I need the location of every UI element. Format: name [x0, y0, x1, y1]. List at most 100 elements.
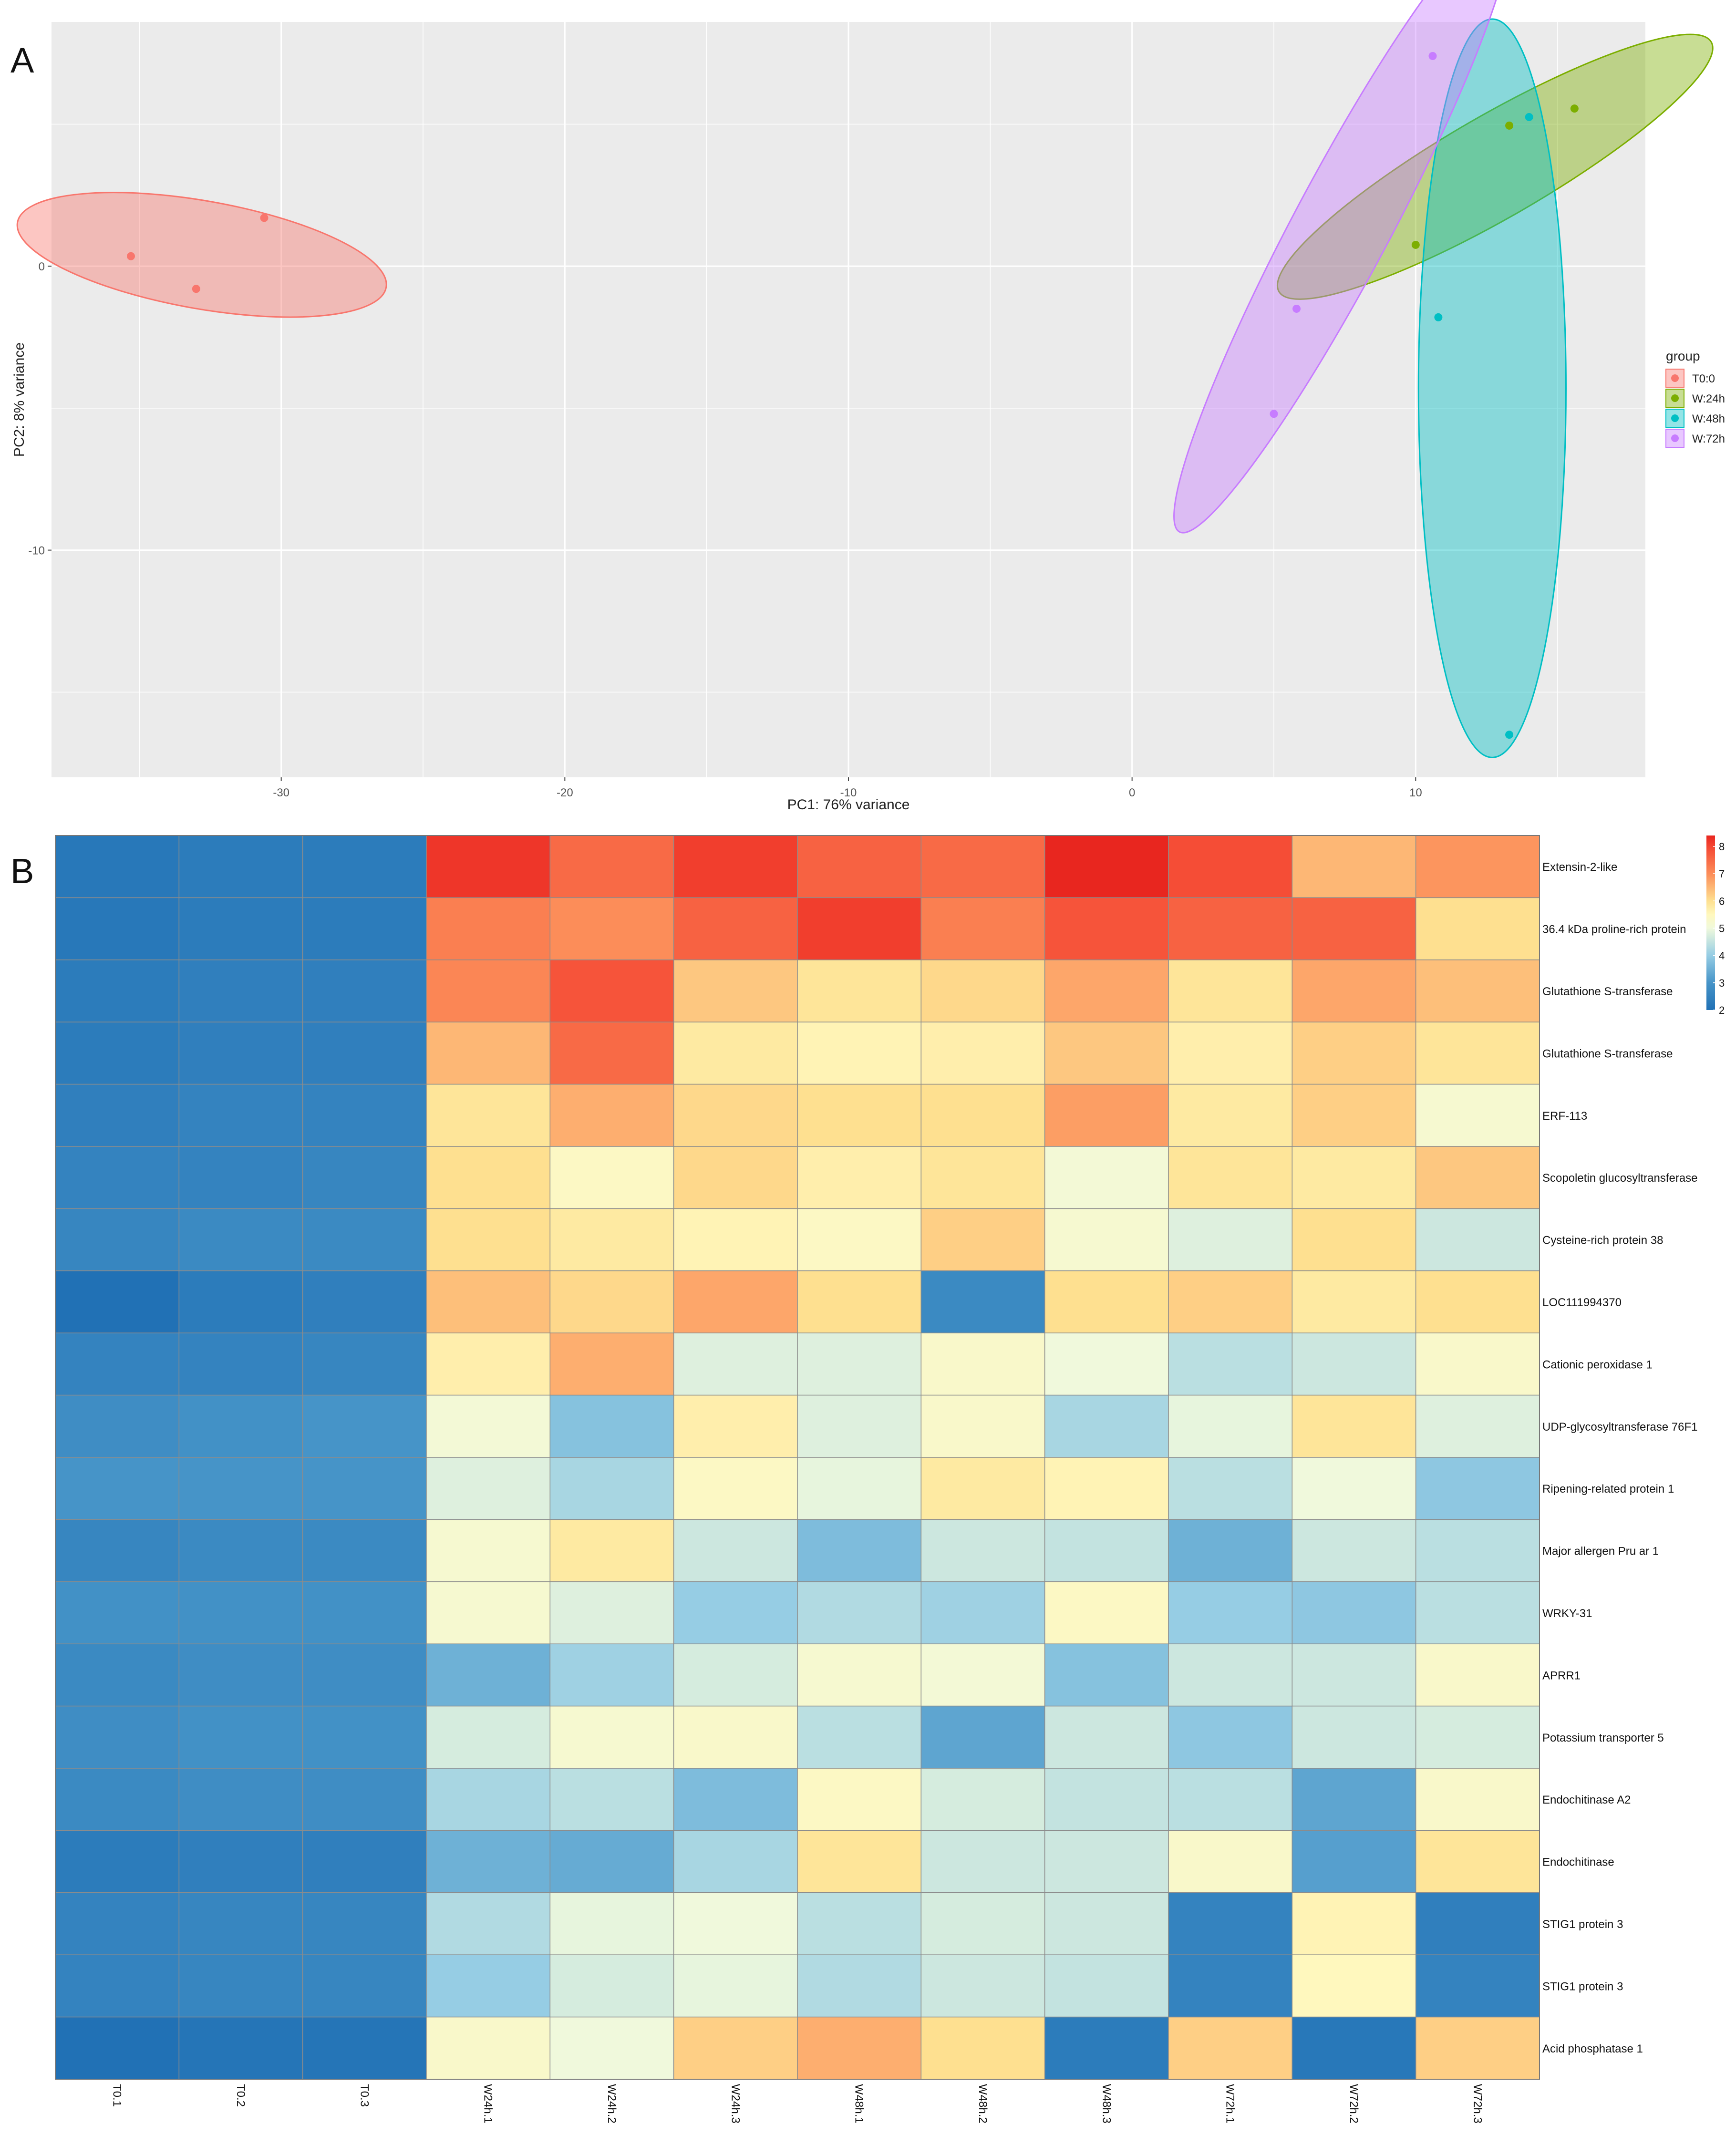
heatmap-cell	[797, 1892, 922, 1955]
data-point-w24h	[1411, 240, 1420, 249]
heatmap-column-labels: T0.1 T0.2 T0.3 W24h.1 W24h.2 W24h.3 W48h.1 W48h…	[111, 2084, 1484, 2124]
heatmap-cell	[1044, 1892, 1169, 1955]
heatmap-cell	[1292, 1394, 1416, 1458]
legend-label: W:24h	[1692, 392, 1725, 405]
data-point-w24h	[1570, 104, 1579, 113]
heatmap-color-scale: 2 3 4 5 6 7 8	[1706, 835, 1725, 1016]
pca-axes: -30 -20 -10 0 10 -10 0	[28, 260, 1422, 799]
heatmap-cell	[178, 1892, 303, 1955]
heatmap-cell	[55, 1892, 180, 1955]
heatmap-cell	[673, 1581, 798, 1644]
heatmap-cell	[673, 1394, 798, 1458]
heatmap-column-label: W48h.3	[1100, 2084, 1113, 2124]
data-point-w24h	[1505, 121, 1514, 130]
heatmap-border	[55, 835, 1540, 2080]
heatmap-cell	[1168, 1705, 1293, 1769]
heatmap-cell	[920, 1830, 1045, 1893]
heatmap-cell	[1292, 1208, 1416, 1271]
heatmap-cell	[1292, 1519, 1416, 1582]
heatmap-cell	[302, 1519, 427, 1582]
data-point-t00	[260, 214, 269, 222]
heatmap-cell	[1168, 835, 1293, 898]
heatmap-cell	[673, 1457, 798, 1520]
heatmap-cell	[920, 1021, 1045, 1085]
heatmap-cell	[178, 1394, 303, 1458]
color-scale-tick-label: 6	[1719, 895, 1725, 907]
heatmap-column-label: W72h.2	[1347, 2084, 1360, 2124]
heatmap-cell	[426, 1457, 551, 1520]
heatmap-cell	[1168, 1083, 1293, 1147]
heatmap-row-label: LOC111994370	[1542, 1296, 1622, 1309]
color-scale-tick-label: 8	[1719, 841, 1725, 853]
heatmap-cell	[1168, 1892, 1293, 1955]
heatmap-cell	[797, 1394, 922, 1458]
heatmap-cell	[1044, 1830, 1169, 1893]
heatmap-cell	[673, 1208, 798, 1271]
heatmap-cell	[55, 1083, 180, 1147]
heatmap-cell	[302, 1768, 427, 1831]
heatmap-row-label: Cysteine-rich protein 38	[1542, 1234, 1663, 1247]
heatmap-cell	[1415, 1332, 1540, 1396]
heatmap-cell	[55, 959, 180, 1022]
heatmap-cell	[920, 1519, 1045, 1582]
heatmap-cell	[178, 1270, 303, 1333]
heatmap-cell	[1168, 897, 1293, 960]
heatmap-cell	[549, 1705, 674, 1769]
heatmap-row-label: STIG1 protein 3	[1542, 1980, 1623, 1993]
heatmap-column-label: T0.3	[358, 2084, 371, 2107]
heatmap-cell	[549, 835, 674, 898]
heatmap-cell	[178, 1208, 303, 1271]
heatmap-cell	[549, 1021, 674, 1085]
heatmap-cell	[178, 1705, 303, 1769]
heatmap-cell	[1292, 1083, 1416, 1147]
heatmap-row-label: Glutathione S-transferase	[1542, 1047, 1673, 1060]
heatmap-cell	[1292, 1270, 1416, 1333]
heatmap-row-label: Ripening-related protein 1	[1542, 1483, 1674, 1496]
color-scale-tick-label: 3	[1719, 977, 1725, 989]
heatmap-cell	[426, 1830, 551, 1893]
heatmap-cell	[1292, 835, 1416, 898]
heatmap-cell	[549, 1146, 674, 1209]
heatmap-column-label: W48h.1	[853, 2084, 866, 2124]
heatmap-cell	[55, 1270, 180, 1333]
heatmap-row-label: Potassium transporter 5	[1542, 1732, 1664, 1744]
heatmap-cell	[1292, 1581, 1416, 1644]
heatmap-cell	[1044, 1270, 1169, 1333]
heatmap-column-label: W24h.2	[605, 2084, 618, 2124]
pca-gridlines	[52, 22, 1645, 777]
color-scale-ticks: 2 3 4 5 6 7 8	[1713, 841, 1725, 1016]
heatmap-cell	[673, 1954, 798, 2018]
heatmap-cell	[302, 1208, 427, 1271]
heatmap-cell	[673, 1146, 798, 1209]
heatmap-cell	[178, 1146, 303, 1209]
heatmap-cell	[549, 1208, 674, 1271]
heatmap-column-label: W24h.3	[729, 2084, 742, 2124]
heatmap-row-label: Major allergen Pru ar 1	[1542, 1545, 1659, 1558]
heatmap-cell	[797, 1021, 922, 1085]
pca-y-axis-label: PC2: 8% variance	[11, 342, 27, 457]
heatmap-cell	[426, 1643, 551, 1707]
legend-key-dot	[1671, 414, 1679, 422]
color-scale-tick-label: 7	[1719, 868, 1725, 880]
heatmap-cell	[55, 1519, 180, 1582]
heatmap-cell	[549, 1954, 674, 2018]
heatmap-cell	[1044, 1705, 1169, 1769]
heatmap-cell	[1415, 1519, 1540, 1582]
pca-points	[127, 52, 1579, 739]
heatmap-cell	[1292, 1705, 1416, 1769]
heatmap-cell	[302, 1394, 427, 1458]
heatmap-cell	[549, 1581, 674, 1644]
heatmap-cell	[1168, 1768, 1293, 1831]
heatmap-cell	[1292, 2016, 1416, 2080]
heatmap-cell	[426, 1394, 551, 1458]
heatmap-cell	[1044, 1643, 1169, 1707]
heatmap-cell	[426, 1519, 551, 1582]
heatmap-cell	[426, 1270, 551, 1333]
heatmap-cell	[178, 1643, 303, 1707]
heatmap-cell	[549, 1457, 674, 1520]
heatmap-cell	[1415, 1146, 1540, 1209]
heatmap-cell	[549, 1830, 674, 1893]
heatmap-cell	[1415, 959, 1540, 1022]
heatmap-cell	[673, 1892, 798, 1955]
color-scale-bar	[1706, 835, 1715, 1010]
